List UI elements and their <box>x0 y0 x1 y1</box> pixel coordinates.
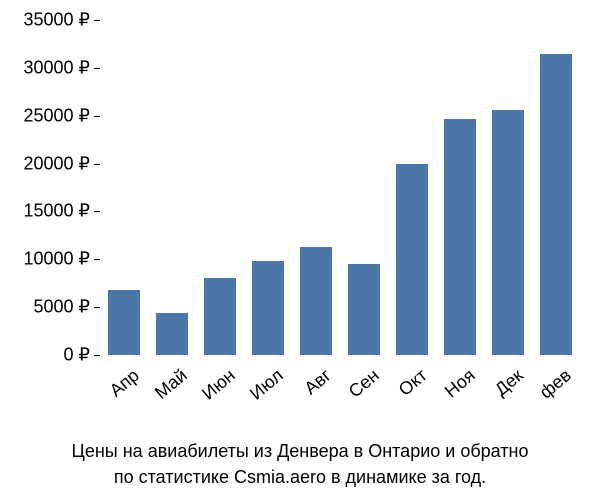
y-tick-mark <box>94 116 100 117</box>
x-tick-label: Дек <box>468 365 527 420</box>
y-tick-label: 10000 ₽ <box>23 249 90 270</box>
x-tick-label: Май <box>132 365 191 420</box>
bar <box>444 119 477 355</box>
y-tick-mark <box>94 355 100 356</box>
plot-area <box>100 20 580 355</box>
x-tick-label: Авг <box>276 365 335 420</box>
caption-line-1: Цены на авиабилеты из Денвера в Онтарио … <box>0 438 600 464</box>
x-tick-label: Июн <box>180 365 239 420</box>
y-tick-label: 5000 ₽ <box>34 297 91 318</box>
y-tick-mark <box>94 68 100 69</box>
y-tick-label: 15000 ₽ <box>23 201 90 222</box>
x-tick-label: Апр <box>84 365 143 420</box>
y-tick-mark <box>94 164 100 165</box>
caption-line-2: по статистике Csmia.aero в динамике за г… <box>0 464 600 490</box>
y-tick-label: 20000 ₽ <box>23 153 90 174</box>
x-tick-label: Ноя <box>420 365 479 420</box>
chart-caption: Цены на авиабилеты из Денвера в Онтарио … <box>0 438 600 490</box>
y-tick-mark <box>94 259 100 260</box>
bar <box>156 313 189 355</box>
y-tick-label: 35000 ₽ <box>23 10 90 31</box>
y-tick-mark <box>94 307 100 308</box>
bar <box>108 290 141 355</box>
x-tick-label: Июл <box>228 365 287 420</box>
x-tick-label: Окт <box>372 365 431 420</box>
price-chart: 0 ₽ 5000 ₽ 10000 ₽ 15000 ₽ 20000 ₽ 25000 ₽ 300… <box>0 0 600 500</box>
bar <box>540 54 573 355</box>
bar <box>300 247 333 355</box>
y-tick-mark <box>94 211 100 212</box>
bar <box>348 264 381 355</box>
bar <box>396 164 429 355</box>
y-tick-label: 30000 ₽ <box>23 57 90 78</box>
bar <box>252 261 285 355</box>
y-tick-label: 25000 ₽ <box>23 105 90 126</box>
x-tick-label: фев <box>516 365 575 420</box>
x-tick-label: Сен <box>324 365 383 420</box>
bar <box>204 278 237 355</box>
y-tick-label: 0 ₽ <box>64 345 90 366</box>
y-tick-mark <box>94 20 100 21</box>
bar <box>492 110 525 355</box>
